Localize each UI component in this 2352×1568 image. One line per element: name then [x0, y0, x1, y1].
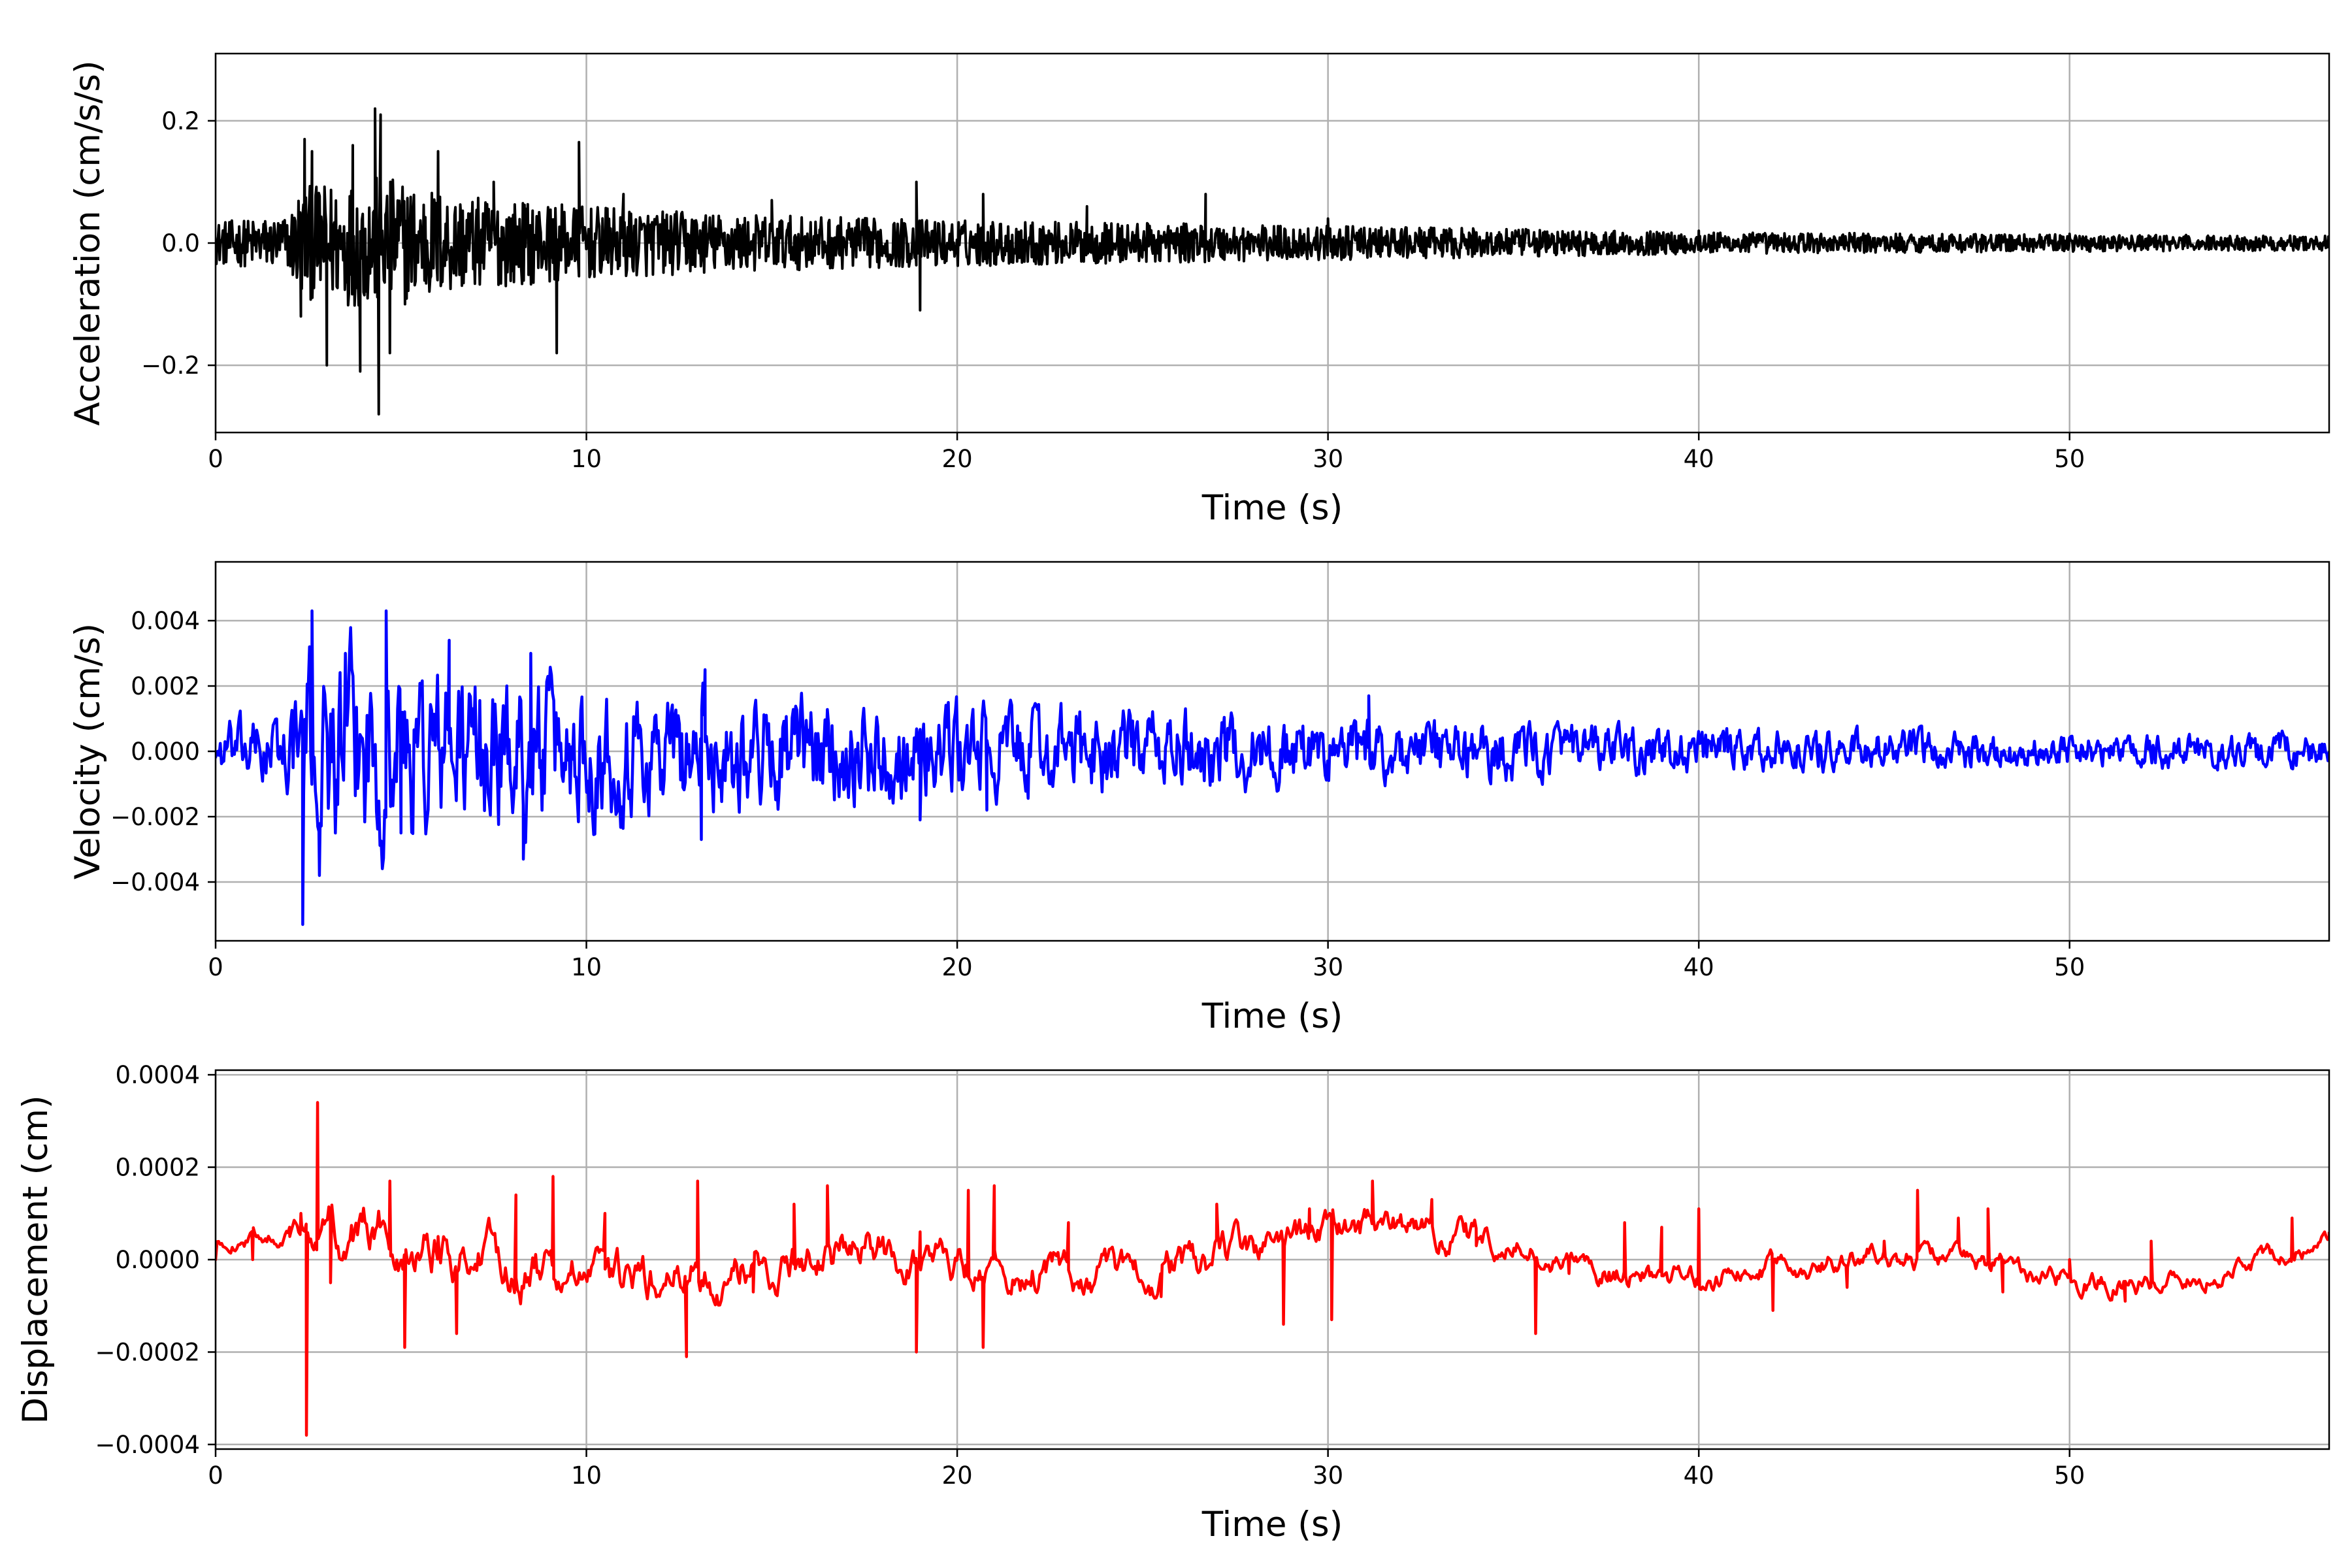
velocity-x-axis-label: Time (s) — [1201, 996, 1343, 1036]
velocity-ytick-label-2: 0.000 — [131, 738, 200, 766]
velocity-ytick-label-3: 0.002 — [131, 672, 200, 700]
acceleration-ytick-label-2: 0.2 — [161, 107, 200, 135]
displacement-ytick-label-3: 0.0002 — [116, 1154, 200, 1182]
displacement-xtick-label-1: 10 — [571, 1462, 602, 1490]
displacement-ytick-label-1: −0.0002 — [95, 1338, 200, 1366]
acceleration-panel: 0 10 20 30 40 50 −0.2 0.0 0.2 Time (s) Acceleratio… — [68, 52, 2330, 528]
velocity-ytick-label-4: 0.004 — [131, 607, 200, 635]
displacement-xtick-label-2: 20 — [942, 1462, 973, 1490]
velocity-xtick-label-5: 50 — [2054, 953, 2085, 981]
velocity-ytick-label-1: −0.002 — [110, 803, 200, 831]
acceleration-xtick-label-2: 20 — [942, 445, 973, 473]
velocity-xtick-label-2: 20 — [942, 953, 973, 981]
acceleration-ytick-label-0: −0.2 — [141, 351, 200, 380]
acceleration-xtick-label-4: 40 — [1684, 445, 1714, 473]
displacement-panel: 0 10 20 30 40 50 −0.0004 −0.0002 0.0000 0.0002 0.0… — [16, 1061, 2330, 1544]
acceleration-xtick-label-0: 0 — [208, 445, 223, 473]
velocity-panel: 0 10 20 30 40 50 −0.004 −0.002 0.000 0.002 0.004 Ti… — [68, 561, 2330, 1036]
displacement-xtick-label-4: 40 — [1684, 1462, 1714, 1490]
acceleration-x-axis-label: Time (s) — [1201, 488, 1343, 528]
displacement-series-line — [216, 1101, 2329, 1437]
acceleration-xtick-label-3: 30 — [1313, 445, 1343, 473]
displacement-y-axis-label: Displacement (cm) — [16, 1095, 56, 1424]
velocity-series-line — [216, 609, 2329, 926]
velocity-xtick-label-3: 30 — [1313, 953, 1343, 981]
velocity-xtick-label-0: 0 — [208, 953, 223, 981]
acceleration-ytick-label-1: 0.0 — [161, 229, 200, 257]
velocity-ytick-label-0: −0.004 — [110, 868, 200, 896]
displacement-ytick-label-0: −0.0004 — [95, 1431, 200, 1459]
panels-container: 0 10 20 30 40 50 −0.2 0.0 0.2 Time (s) Acceleratio… — [16, 52, 2330, 1544]
acceleration-y-axis-label: Acceleration (cm/s/s) — [68, 60, 108, 425]
acceleration-series-line — [216, 107, 2329, 416]
acceleration-xtick-label-1: 10 — [571, 445, 602, 473]
displacement-xtick-label-3: 30 — [1313, 1462, 1343, 1490]
displacement-xtick-label-0: 0 — [208, 1462, 223, 1490]
velocity-y-axis-label: Velocity (cm/s) — [68, 623, 108, 879]
acceleration-xtick-label-5: 50 — [2054, 445, 2085, 473]
velocity-xtick-label-1: 10 — [571, 953, 602, 981]
displacement-ytick-label-2: 0.0000 — [116, 1246, 200, 1274]
velocity-xtick-label-4: 40 — [1684, 953, 1714, 981]
displacement-ytick-label-4: 0.0004 — [116, 1061, 200, 1089]
displacement-x-axis-label: Time (s) — [1201, 1505, 1343, 1544]
displacement-xtick-label-5: 50 — [2054, 1462, 2085, 1490]
